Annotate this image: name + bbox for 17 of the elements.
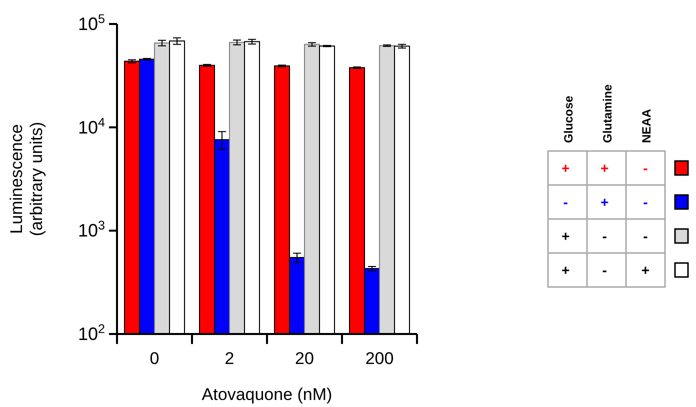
text: + - + xyxy=(561,262,650,278)
x-tick-label: 0 xyxy=(150,349,160,368)
text: - + - xyxy=(563,194,648,210)
x-tick-label: 200 xyxy=(365,349,394,368)
y-tick-label: 10$^{2}$ xyxy=(78,322,105,344)
text: + - - xyxy=(561,228,648,244)
y-tick-label: 10$^{4}$ xyxy=(78,115,105,138)
x-axis-title: Atovaquone (nM) xyxy=(202,385,332,404)
y-tick-label: 10$^{5}$ xyxy=(78,12,105,34)
y-axis-title: Luminescence (arbitrary units) xyxy=(7,122,46,236)
text: Glucose xyxy=(562,95,576,143)
y-tick-label: 10$^{3}$ xyxy=(78,218,105,241)
text: Glutamine xyxy=(600,84,614,143)
text: NEAA xyxy=(640,108,654,143)
x-tick-label: 2 xyxy=(224,349,234,368)
text: + + - xyxy=(561,160,648,176)
x-tick-label: 20 xyxy=(295,349,314,368)
